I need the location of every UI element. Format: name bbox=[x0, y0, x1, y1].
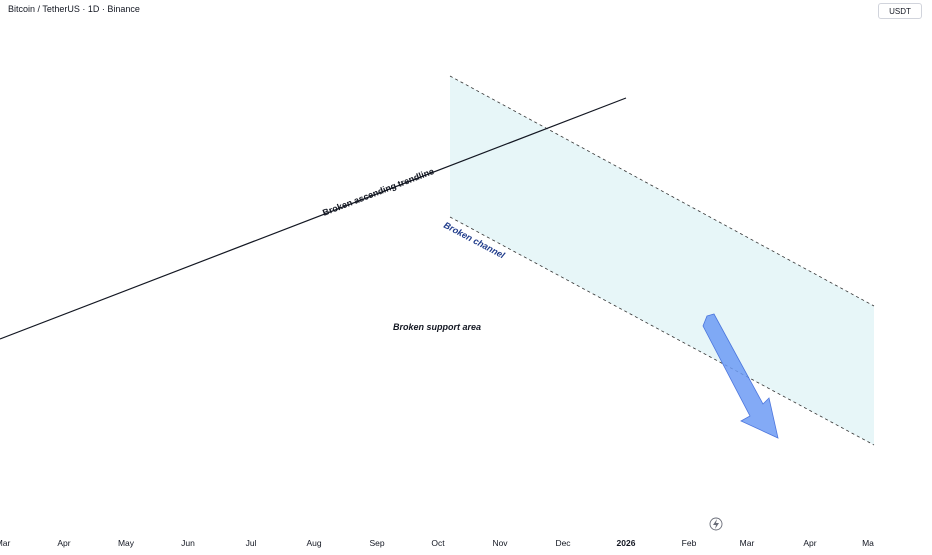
trendline bbox=[0, 97, 627, 340]
support-label: Broken support area bbox=[393, 322, 481, 332]
channel-lower-line bbox=[449, 216, 875, 446]
descending-channel bbox=[449, 75, 875, 446]
lightning-icon bbox=[713, 519, 719, 529]
down-arrow bbox=[702, 313, 779, 439]
symbol-title[interactable]: Bitcoin / TetherUS · 1D · Binance bbox=[6, 4, 142, 14]
projection-arrow bbox=[702, 313, 779, 439]
currency-button[interactable]: USDT bbox=[878, 3, 922, 19]
time-scale: Mar Apr May Jun Jul Aug Sep Oct Nov Dec 2026 Feb Mar… bbox=[0, 517, 874, 548]
time-tick: Apr bbox=[803, 538, 816, 548]
time-tick: Feb bbox=[682, 538, 697, 548]
replay-icon bbox=[709, 517, 723, 531]
channel-upper-line bbox=[449, 75, 875, 307]
time-tick: May bbox=[118, 538, 135, 548]
trendline-label: Broken ascending trendline bbox=[321, 166, 435, 218]
time-tick: Nov bbox=[492, 538, 508, 548]
time-tick: Jul bbox=[246, 538, 257, 548]
time-tick: Sep bbox=[369, 538, 384, 548]
time-tick: Mar bbox=[740, 538, 755, 548]
time-tick: Apr bbox=[57, 538, 70, 548]
time-tick: Dec bbox=[555, 538, 571, 548]
time-tick: Jun bbox=[181, 538, 195, 548]
time-tick: 2026 bbox=[617, 538, 636, 548]
time-tick: Ma bbox=[862, 538, 874, 548]
time-tick: Aug bbox=[306, 538, 321, 548]
time-tick: Oct bbox=[431, 538, 445, 548]
ascending-trendline bbox=[0, 97, 627, 340]
channel-fill bbox=[450, 76, 874, 445]
time-tick: Mar bbox=[0, 538, 10, 548]
